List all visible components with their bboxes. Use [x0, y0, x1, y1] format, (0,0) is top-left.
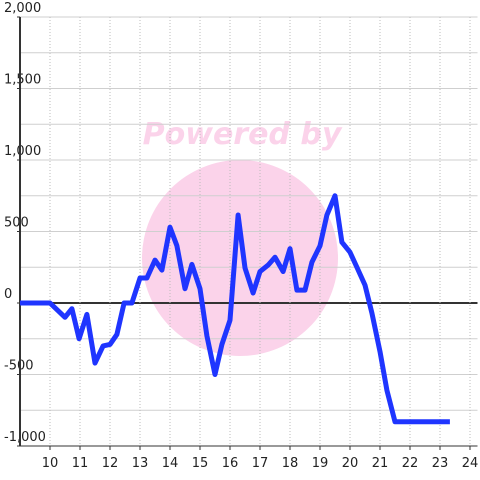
y-tick-label: 500	[4, 216, 29, 231]
y-tick-label: 1,000	[4, 144, 41, 159]
x-tick-label: 10	[42, 456, 59, 471]
x-tick-label: 19	[312, 456, 329, 471]
x-tick-label: 12	[102, 456, 119, 471]
line	[20, 193, 450, 425]
y-tick-label: -500	[4, 359, 34, 374]
x-tick-label: 17	[252, 456, 269, 471]
x-tick-label: 13	[132, 456, 149, 471]
grid: -1,000 -500 0 500 1,000 1,500 2,000 10 11 12 13 14 1…	[4, 1, 478, 471]
x-tick-label: 15	[192, 456, 209, 471]
x-tick-label: 14	[162, 456, 179, 471]
x-tick-label: 20	[342, 456, 359, 471]
x-tick-label: 18	[282, 456, 299, 471]
y-tick-label: 0	[4, 287, 12, 302]
plot	[20, 193, 450, 425]
x-tick-label: 23	[432, 456, 449, 471]
y-tick-label: 2,000	[4, 1, 41, 16]
y-tick-label: -1,000	[4, 430, 46, 445]
watermark-logo	[142, 160, 338, 356]
x-tick-label: 11	[72, 456, 89, 471]
x-tick-label: 16	[222, 456, 239, 471]
watermark-text: Powered by	[143, 117, 343, 152]
x-tick-label: 24	[462, 456, 479, 471]
x-tick-label: 22	[402, 456, 419, 471]
y-tick-label: 1,500	[4, 73, 41, 88]
x-tick-label: 21	[372, 456, 389, 471]
